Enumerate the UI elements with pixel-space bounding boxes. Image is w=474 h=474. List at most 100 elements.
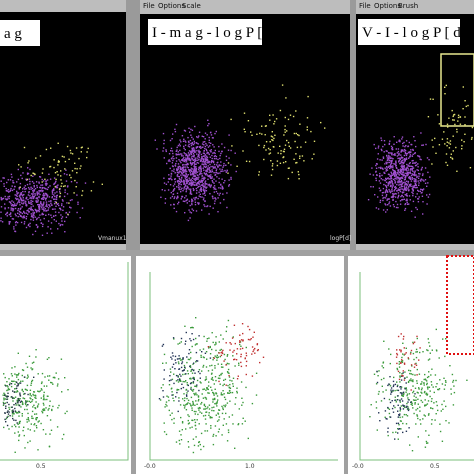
point [54, 182, 57, 184]
point [218, 177, 220, 180]
point [14, 383, 16, 385]
point [76, 168, 78, 170]
point [35, 417, 38, 419]
point [452, 119, 454, 121]
point [15, 425, 17, 428]
point [92, 181, 95, 183]
point [6, 416, 8, 418]
plot-label: I - m a g - l o g P [ d ] [152, 25, 282, 41]
point [3, 426, 5, 429]
point [407, 164, 409, 166]
point [173, 183, 176, 185]
menu-item[interactable]: File [359, 2, 371, 10]
point [394, 177, 397, 179]
point [218, 145, 220, 148]
point [370, 404, 372, 406]
point [191, 202, 193, 204]
point [197, 395, 200, 397]
point [193, 170, 195, 172]
point [41, 189, 43, 191]
point [184, 325, 186, 327]
point [13, 226, 15, 228]
menu-item[interactable]: File [143, 2, 155, 10]
point [222, 407, 224, 409]
point [406, 203, 409, 205]
point [188, 188, 190, 190]
point [399, 399, 401, 402]
point [320, 121, 322, 124]
point [206, 156, 209, 159]
point [251, 346, 254, 348]
menu-item[interactable]: Options [158, 2, 185, 10]
point [20, 200, 23, 202]
point [427, 116, 430, 118]
point [176, 196, 178, 199]
point [11, 176, 13, 178]
point [33, 211, 36, 214]
point [212, 186, 215, 189]
point [404, 145, 406, 148]
point [3, 177, 5, 179]
point [38, 192, 40, 194]
point [170, 379, 172, 381]
point [4, 195, 6, 198]
point [26, 173, 29, 175]
point [29, 397, 31, 399]
point [219, 154, 221, 157]
point [51, 197, 53, 199]
point [392, 166, 394, 168]
point [412, 391, 414, 394]
point [67, 389, 69, 391]
point [396, 354, 399, 356]
point [294, 140, 296, 143]
point [192, 159, 194, 162]
point [5, 407, 7, 409]
point [263, 158, 265, 161]
point [182, 373, 184, 376]
point [265, 149, 267, 151]
point [398, 152, 400, 155]
point [380, 378, 383, 381]
point [401, 359, 403, 361]
point [395, 171, 397, 174]
point [35, 413, 38, 415]
point [186, 382, 188, 384]
point [55, 202, 57, 204]
point [179, 139, 181, 141]
point [191, 150, 193, 152]
point [405, 154, 408, 157]
menu-item[interactable]: Scale [182, 2, 201, 10]
point [11, 396, 13, 398]
point [203, 356, 205, 359]
point [81, 194, 83, 197]
point [182, 159, 184, 161]
point [186, 185, 188, 187]
point [31, 379, 34, 382]
point [240, 353, 242, 356]
point [210, 373, 213, 375]
point [31, 415, 33, 417]
point [167, 396, 170, 398]
point [35, 349, 37, 351]
point [401, 159, 403, 162]
point [202, 193, 204, 195]
point [405, 158, 408, 160]
point [63, 433, 65, 436]
point [445, 338, 447, 340]
point [190, 396, 193, 399]
menu-item[interactable]: Brush [398, 2, 418, 10]
point [284, 144, 287, 146]
point [192, 187, 194, 190]
point [8, 213, 11, 216]
point [435, 386, 437, 388]
point [49, 400, 51, 402]
point [27, 194, 30, 196]
point [228, 376, 231, 378]
point [397, 148, 400, 150]
point [401, 157, 403, 159]
point [43, 192, 45, 195]
point [184, 171, 186, 173]
menu-item[interactable]: Options [374, 2, 401, 10]
point [7, 386, 9, 388]
point [404, 181, 406, 183]
